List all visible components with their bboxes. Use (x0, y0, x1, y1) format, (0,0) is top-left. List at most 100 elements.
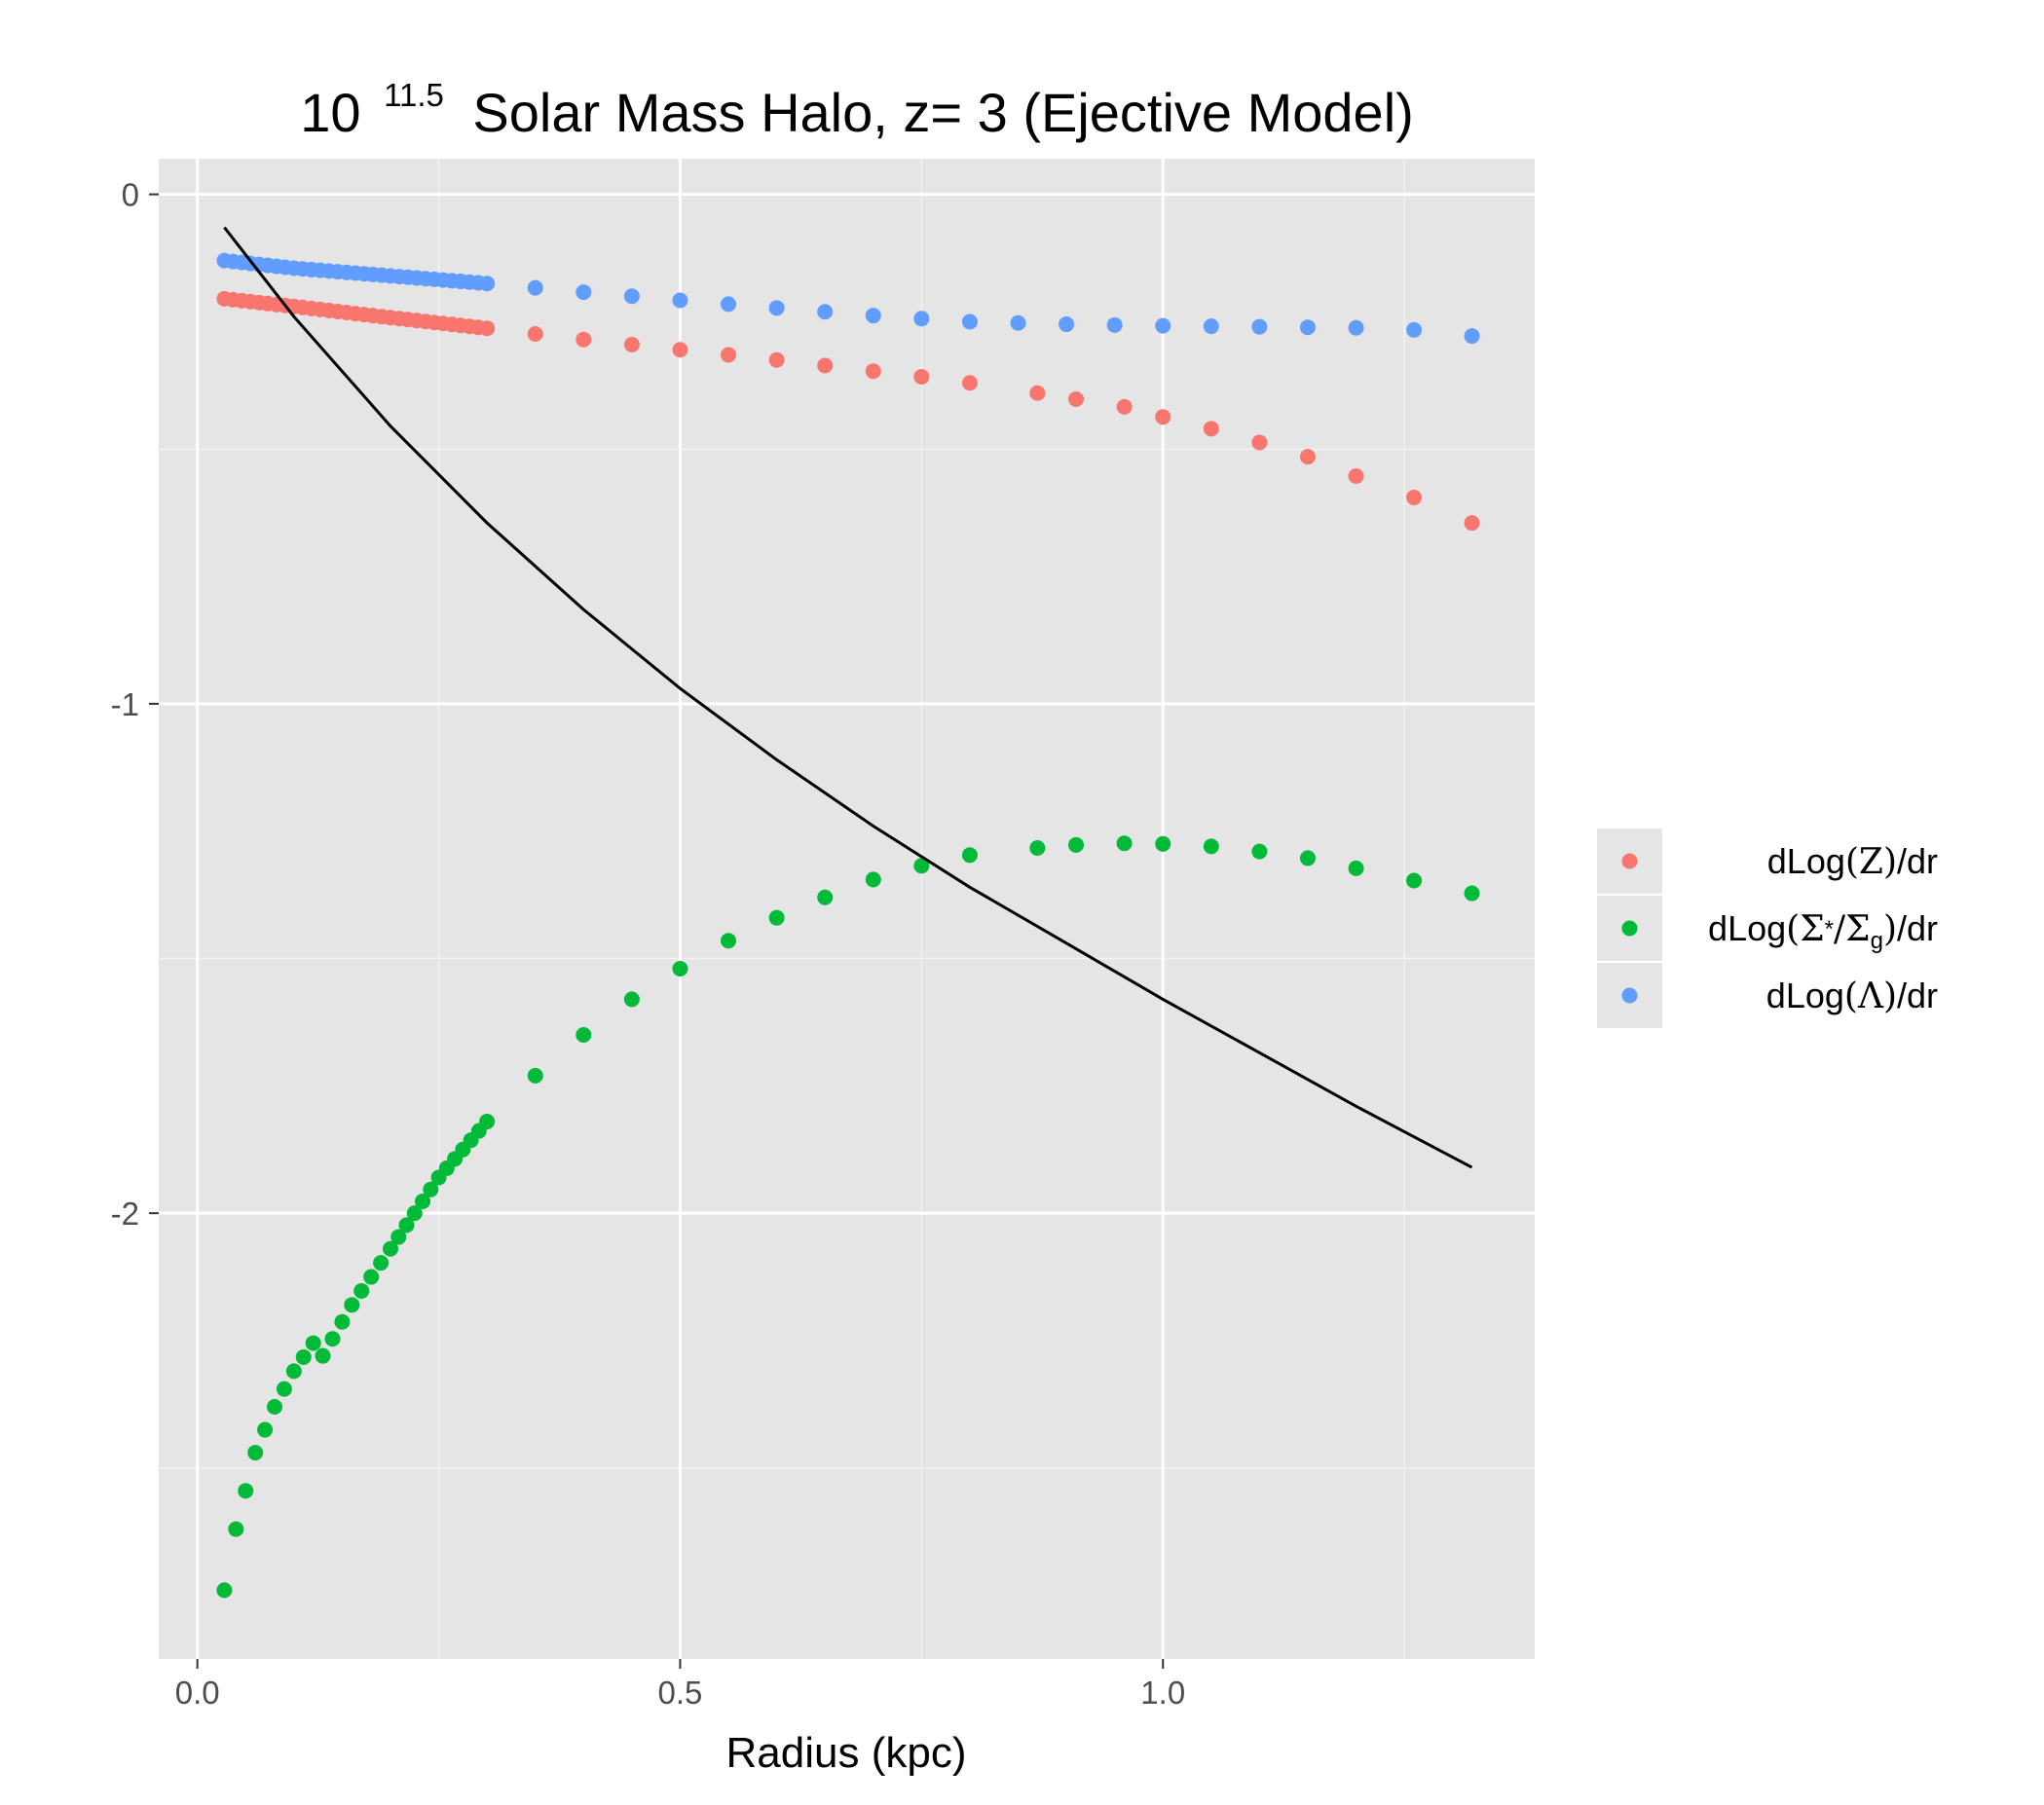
legend-lambda-lp: ( (1844, 976, 1858, 1016)
point-z (1464, 515, 1480, 532)
series-lambda (216, 252, 1480, 345)
legend-label-lambda: dLog(Λ)/dr (1766, 976, 1938, 1016)
legend-dot-z (1621, 853, 1638, 869)
legend-z-lp: ( (1845, 842, 1859, 882)
point-ratio (344, 1297, 360, 1313)
point-lambda (768, 300, 785, 316)
legend: dLog(Z)/dr dLog(Σ*/Σg)/dr dLog(Λ)/dr (1597, 829, 1938, 1028)
point-ratio (527, 1067, 543, 1084)
chart-title: 10 11.5 Solar Mass Halo, z= 3 (Ejective … (300, 56, 1414, 143)
title-rest: Solar Mass Halo, z= 3 (Ejective Model) (472, 82, 1413, 143)
point-z (817, 357, 834, 374)
point-ratio (479, 1113, 496, 1129)
point-ratio (324, 1331, 341, 1347)
point-ratio (672, 960, 688, 976)
point-z (479, 320, 496, 337)
point-ratio (423, 1181, 439, 1197)
point-z (1299, 449, 1316, 465)
point-ratio (238, 1483, 254, 1499)
point-ratio (865, 871, 881, 888)
point-ratio (406, 1205, 423, 1222)
legend-ratio-slash: /Σ (1834, 909, 1871, 949)
point-ratio (576, 1027, 592, 1044)
legend-ratio-pre: dLog (1708, 908, 1786, 948)
data-layer (216, 226, 1480, 1599)
point-ratio (363, 1269, 380, 1285)
point-ratio (390, 1229, 407, 1245)
point-ratio (247, 1445, 264, 1461)
legend-lambda-rp: ) (1883, 976, 1897, 1016)
legend-label-ratio: dLog(Σ*/Σg)/dr (1708, 908, 1938, 954)
point-ratio (961, 847, 978, 864)
point-lambda (1059, 316, 1075, 333)
legend-ratio-g: g (1871, 928, 1883, 954)
point-lambda (1010, 314, 1026, 331)
point-ratio (1029, 839, 1046, 856)
legend-z-sym: Z (1859, 842, 1883, 882)
legend-entry-ratio: dLog(Σ*/Σg)/dr (1597, 896, 1938, 961)
legend-label-z: dLog(Z)/dr (1767, 841, 1938, 882)
legend-dot-ratio (1621, 920, 1638, 937)
point-z (1029, 385, 1046, 401)
point-lambda (913, 311, 930, 327)
point-ratio (1068, 836, 1084, 853)
point-ratio (398, 1217, 415, 1234)
legend-ratio-post: /dr (1897, 908, 1938, 948)
point-lambda (527, 279, 543, 296)
point-ratio (1464, 885, 1480, 902)
legend-z-rp: ) (1883, 842, 1897, 882)
point-lambda (817, 304, 834, 320)
legend-entry-z: dLog(Z)/dr (1597, 829, 1938, 894)
point-lambda (1251, 318, 1268, 335)
point-lambda (1106, 316, 1123, 333)
legend-dot-lambda (1621, 987, 1638, 1004)
point-lambda (1348, 319, 1364, 336)
major-grid (159, 159, 1535, 1659)
point-ratio (623, 991, 640, 1008)
point-ratio (305, 1335, 321, 1351)
point-ratio (276, 1381, 292, 1397)
point-lambda (479, 276, 496, 292)
point-lambda (865, 308, 881, 324)
point-z (768, 351, 785, 368)
point-ratio (315, 1347, 331, 1364)
legend-entry-lambda: dLog(Λ)/dr (1597, 963, 1938, 1028)
x-axis-title: Radius (kpc) (726, 1729, 967, 1777)
point-lambda (961, 313, 978, 330)
reference-line (223, 226, 1473, 1169)
series-ratio (216, 835, 1480, 1599)
point-z (1155, 409, 1171, 425)
point-lambda (1464, 328, 1480, 345)
point-ratio (295, 1348, 312, 1365)
point-z (1116, 398, 1133, 415)
point-ratio (1155, 835, 1171, 852)
point-ratio (266, 1398, 282, 1415)
point-z (961, 375, 978, 391)
point-lambda (1203, 318, 1219, 335)
series-z (216, 290, 1480, 532)
point-lambda (1155, 317, 1171, 334)
point-z (1406, 489, 1423, 505)
point-z (1068, 390, 1084, 407)
point-ratio (913, 858, 930, 874)
point-ratio (1299, 850, 1316, 866)
legend-ratio-num: Σ (1800, 909, 1824, 949)
point-ratio (228, 1521, 244, 1537)
point-lambda (672, 292, 688, 309)
title-exponent: 11.5 (384, 77, 444, 113)
point-ratio (382, 1240, 398, 1257)
point-ratio (1116, 835, 1133, 852)
point-z (1203, 421, 1219, 437)
legend-lambda-post: /dr (1897, 976, 1938, 1015)
x-tick-label: 1.0 (1140, 1675, 1185, 1711)
point-ratio (353, 1282, 370, 1299)
minor-grid (159, 159, 1535, 1659)
point-z (1348, 467, 1364, 484)
point-ratio (721, 933, 737, 949)
point-z (623, 336, 640, 352)
point-ratio (1251, 843, 1268, 860)
point-ratio (817, 889, 834, 905)
point-z (721, 347, 737, 363)
